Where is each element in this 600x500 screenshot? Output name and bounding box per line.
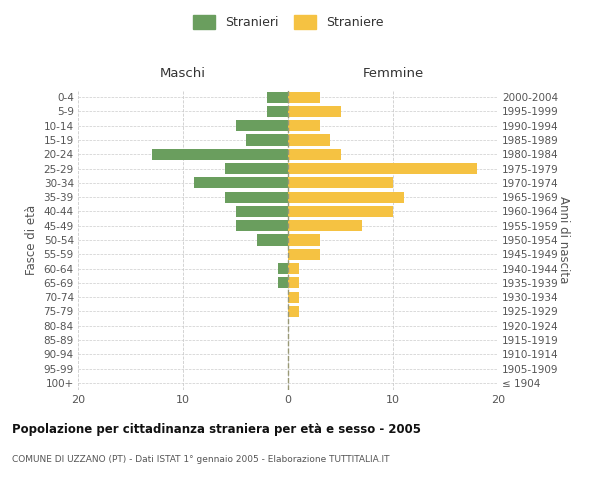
Bar [235,120,288,132]
Bar [246,134,288,145]
Bar [288,120,320,132]
Bar [193,178,288,188]
Bar [225,192,288,202]
Y-axis label: Anni di nascita: Anni di nascita [557,196,570,284]
Text: COMUNE DI UZZANO (PT) - Dati ISTAT 1° gennaio 2005 - Elaborazione TUTTITALIA.IT: COMUNE DI UZZANO (PT) - Dati ISTAT 1° ge… [12,455,389,464]
Bar [277,278,288,288]
Legend: Stranieri, Straniere: Stranieri, Straniere [189,11,387,33]
Bar [288,206,393,217]
Y-axis label: Fasce di età: Fasce di età [25,205,38,275]
Bar [151,148,288,160]
Bar [288,292,299,302]
Bar [288,178,393,188]
Bar [288,192,404,202]
Bar [277,263,288,274]
Bar [288,306,299,317]
Bar [288,248,320,260]
Bar [257,234,288,246]
Bar [267,106,288,117]
Bar [288,106,341,117]
Bar [235,220,288,232]
Bar [288,134,330,145]
Bar [225,163,288,174]
Bar [288,92,320,102]
Bar [288,163,477,174]
Bar [288,234,320,246]
Text: Maschi: Maschi [160,67,206,80]
Bar [235,206,288,217]
Bar [288,220,361,232]
Bar [288,148,341,160]
Bar [288,263,299,274]
Bar [267,92,288,102]
Text: Popolazione per cittadinanza straniera per età e sesso - 2005: Popolazione per cittadinanza straniera p… [12,422,421,436]
Text: Femmine: Femmine [362,67,424,80]
Bar [288,278,299,288]
